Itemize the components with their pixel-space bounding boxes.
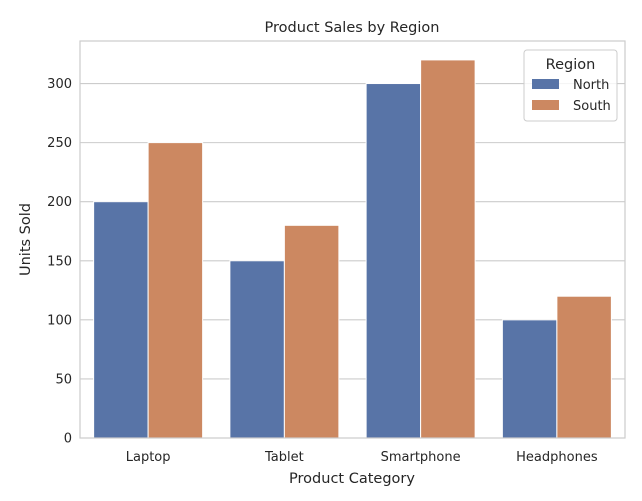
legend: Region North South <box>523 49 618 122</box>
legend-label-north: North <box>573 78 609 93</box>
x-tick-label: Tablet <box>264 450 304 465</box>
y-tick-label: 300 <box>47 77 72 92</box>
chart-title: Product Sales by Region <box>265 20 440 36</box>
x-axis-label: Product Category <box>289 471 415 487</box>
bar-south-smartphone <box>420 59 476 439</box>
plot-frame <box>79 40 626 439</box>
y-axis-label: Units Sold <box>18 203 34 276</box>
bar-south-tablet <box>283 224 340 439</box>
legend-label-south: South <box>573 99 611 114</box>
bar-north-tablet <box>229 260 285 439</box>
bar-north-smartphone <box>365 83 422 439</box>
bar-north-laptop <box>93 201 149 439</box>
legend-title: Region <box>546 57 596 73</box>
y-tick-label: 50 <box>55 372 72 387</box>
x-tick-label: Smartphone <box>381 450 461 465</box>
bar-north-headphones <box>501 319 558 439</box>
bar-south-laptop <box>147 142 204 439</box>
y-tick-label: 0 <box>64 432 72 447</box>
y-tick-label: 150 <box>47 254 72 269</box>
x-axis: Laptop Tablet Smartphone Headphones <box>126 450 598 465</box>
y-axis: 0 50 100 150 200 250 300 <box>47 77 72 446</box>
y-tick-label: 100 <box>47 313 72 328</box>
legend-swatch-north <box>532 79 559 89</box>
legend-swatch-south <box>532 100 559 110</box>
y-tick-label: 250 <box>47 136 72 151</box>
y-tick-label: 200 <box>47 195 72 210</box>
x-tick-label: Laptop <box>126 450 171 465</box>
bar-south-headphones <box>556 295 612 439</box>
x-tick-label: Headphones <box>516 450 598 465</box>
bars <box>93 59 612 439</box>
